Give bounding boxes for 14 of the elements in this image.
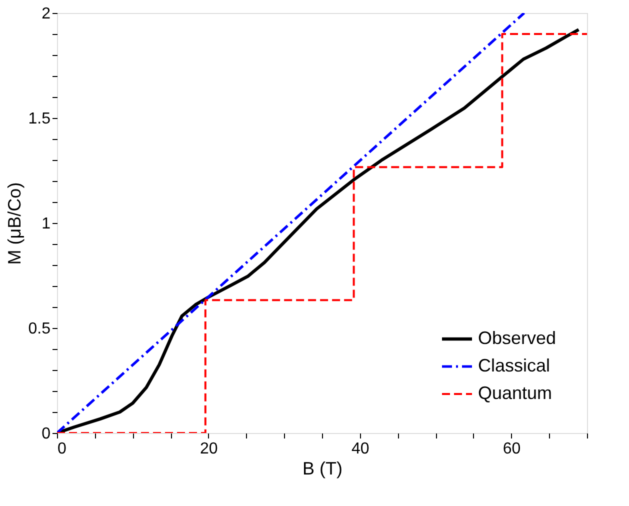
x-tick-label: 0 xyxy=(58,440,66,458)
x-tick-label: 20 xyxy=(200,440,218,458)
legend-label: Classical xyxy=(478,356,550,376)
legend-label: Observed xyxy=(478,328,556,348)
y-axis-title: M (μB/Co) xyxy=(4,182,24,265)
y-tick-label: 0.5 xyxy=(28,320,51,338)
y-tick-label: 2 xyxy=(42,6,51,22)
x-tick-label: 40 xyxy=(351,440,370,458)
y-tick-label: 0 xyxy=(42,426,51,442)
x-tick-label: 60 xyxy=(502,440,521,458)
legend-label: Quantum xyxy=(478,383,552,403)
y-tick-label: 1 xyxy=(42,216,51,232)
y-tick-label: 1.5 xyxy=(28,110,51,128)
x-axis-title: B (T) xyxy=(302,458,342,478)
